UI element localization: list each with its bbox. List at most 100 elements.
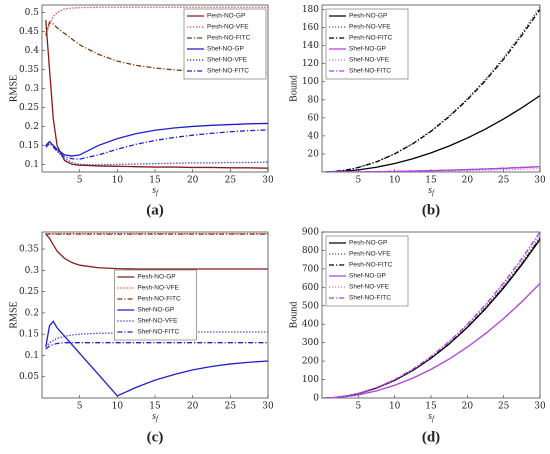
y-axis-label: RMSE — [8, 301, 19, 328]
legend-label: Shef-NO-FITC — [349, 295, 391, 302]
y-tick-label: 0.15 — [19, 330, 39, 340]
x-tick-label: 25 — [225, 176, 237, 186]
legend-label: Pesh-NO-VFE — [207, 24, 249, 31]
x-axis-label-sub: f — [432, 189, 435, 197]
panel: 5 10 15 20 25 30 0.05 0.1 0.15 0.2 0.25 0.3 0.35 RMSE… — [8, 231, 274, 445]
x-axis-label-main: s — [428, 411, 432, 422]
y-tick-label: 900 — [302, 228, 319, 238]
x-tick-label: 25 — [498, 176, 510, 186]
legend-label: Shef-NO-VFE — [137, 318, 178, 325]
y-tick-label: 0.4 — [25, 46, 40, 56]
legend-label: Pesh-NO-FITC — [137, 296, 181, 303]
x-tick-label: 5 — [77, 402, 83, 412]
y-tick-label: 20 — [308, 149, 320, 159]
y-tick-label: 300 — [302, 338, 319, 348]
x-axis-label-main: s — [428, 185, 432, 196]
y-tick-label: 180 — [302, 5, 319, 15]
y-axis-label: Bound — [288, 302, 299, 329]
legend-label: Shef-NO-GP — [137, 307, 174, 314]
y-tick-label: 100 — [302, 77, 319, 87]
x-tick-label: 15 — [149, 176, 161, 186]
y-tick-label: 800 — [302, 246, 319, 256]
legend: Pesh-NO-GP Pesh-NO-VFE Pesh-NO-FITC Shef-NO… — [325, 235, 409, 307]
x-tick-label: 20 — [462, 402, 474, 412]
x-axis-label-sub: f — [432, 415, 435, 423]
y-tick-label: 160 — [302, 23, 319, 33]
x-tick-label: 20 — [462, 176, 474, 186]
x-tick-label: 15 — [425, 402, 437, 412]
series-line — [325, 233, 540, 398]
caption: (d) — [422, 429, 440, 445]
y-tick-label: 200 — [302, 357, 319, 367]
x-axis-label: sf — [428, 411, 435, 422]
series-line — [325, 232, 540, 398]
x-tick-label: 30 — [262, 176, 274, 186]
series-line — [45, 342, 268, 350]
legend: Pesh-NO-GP Pesh-NO-VFE Pesh-NO-FITC Shef-NO… — [114, 269, 197, 341]
y-tick-label: 0.1 — [25, 351, 39, 361]
x-tick-label: 30 — [534, 402, 546, 412]
legend-label: Shef-NO-GP — [207, 46, 244, 53]
x-tick-label: 10 — [112, 176, 124, 186]
y-tick-label: 60 — [308, 113, 320, 123]
x-tick-label: 15 — [425, 176, 437, 186]
legend-box — [325, 8, 409, 80]
x-axis-label: sf — [152, 411, 159, 422]
y-tick-label: 700 — [302, 264, 319, 274]
legend-label: Shef-NO-VFE — [349, 284, 390, 291]
x-tick-label: 25 — [225, 402, 237, 412]
caption: (a) — [146, 202, 164, 218]
y-tick-label: 0.25 — [19, 103, 39, 113]
series-line — [45, 140, 268, 166]
x-tick-label: 5 — [355, 402, 361, 412]
series-line — [45, 6, 268, 36]
y-tick-label: 0.05 — [19, 372, 39, 382]
y-tick-label: 0.2 — [25, 122, 39, 132]
legend-label: Shef-NO-FITC — [207, 68, 249, 75]
x-tick-label: 30 — [262, 402, 274, 412]
caption: (c) — [147, 429, 164, 445]
x-tick-label: 20 — [187, 176, 199, 186]
series-line — [325, 95, 540, 172]
y-tick-label: 0.35 — [19, 245, 39, 255]
x-axis-label-sub: f — [156, 415, 159, 423]
x-tick-label: 15 — [149, 402, 161, 412]
y-axis-label: RMSE — [8, 75, 19, 102]
legend-label: Pesh-NO-FITC — [349, 262, 393, 269]
panel: 5 10 15 20 25 30 20 40 60 80 100 120 140 160 180 Bound s… — [288, 4, 546, 218]
legend-label: Shef-NO-GP — [349, 273, 386, 280]
y-tick-label: 0.25 — [19, 287, 39, 297]
legend-label: Pesh-NO-FITC — [207, 35, 251, 42]
y-tick-label: 500 — [302, 301, 319, 311]
series-line — [325, 165, 540, 172]
y-tick-label: 120 — [302, 59, 319, 69]
y-tick-label: 600 — [302, 283, 319, 293]
y-tick-label: 80 — [308, 95, 320, 105]
x-tick-label: 30 — [534, 176, 546, 186]
y-tick-label: 0.15 — [19, 141, 39, 151]
x-tick-label: 10 — [389, 176, 401, 186]
y-axis-label: Bound — [288, 75, 299, 102]
legend-label: Pesh-NO-VFE — [137, 285, 179, 292]
legend-label: Pesh-NO-GP — [349, 13, 387, 20]
y-tick-label: 140 — [302, 41, 319, 51]
legend-label: Shef-NO-FITC — [137, 329, 179, 336]
x-axis-label: sf — [152, 185, 159, 196]
legend-box — [325, 235, 409, 307]
series-line — [45, 20, 268, 169]
legend-label: Pesh-NO-GP — [349, 240, 387, 247]
legend-box — [114, 269, 197, 341]
legend-label: Shef-NO-VFE — [349, 57, 390, 64]
y-tick-label: 0.2 — [25, 308, 39, 318]
legend-label: Shef-NO-GP — [349, 46, 386, 53]
x-axis-label-sub: f — [156, 189, 159, 197]
y-tick-label: 40 — [308, 131, 320, 141]
x-axis-label: sf — [428, 185, 435, 196]
y-tick-label: 0.35 — [19, 65, 39, 75]
y-tick-label: 0.5 — [25, 8, 40, 18]
series-line — [325, 238, 540, 398]
caption: (b) — [422, 202, 440, 218]
series-line — [45, 122, 268, 157]
series-line — [45, 320, 268, 397]
legend-label: Shef-NO-VFE — [207, 57, 248, 64]
